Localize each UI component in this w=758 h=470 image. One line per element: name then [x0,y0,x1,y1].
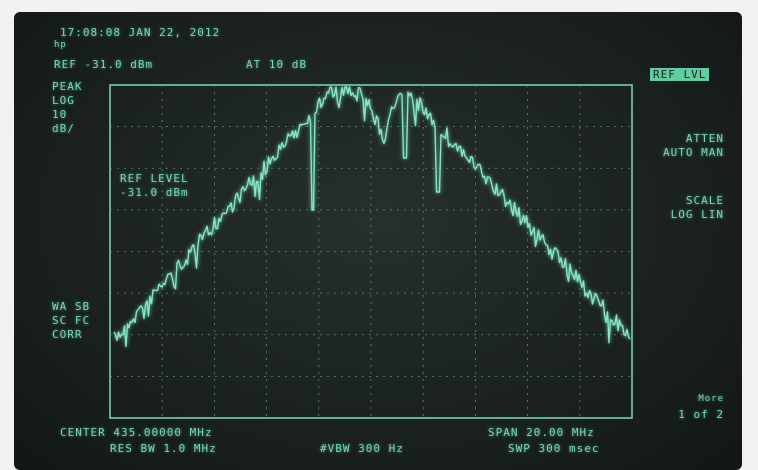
softkey[interactable]: 1 of 2 [678,408,724,421]
flag: CORR [52,328,83,341]
scale-type: LOG [52,94,75,107]
sweep: SWP 300 msec [508,442,600,455]
softkey-title: SCALE [685,194,724,207]
marker-label: REF LEVEL [120,172,189,185]
ref-readout: REF -31.0 dBm [54,58,154,71]
center-freq: CENTER 435.00000 MHz [60,426,213,439]
detector: PEAK [52,80,83,93]
softkey[interactable]: LOG LIN [670,208,724,221]
logo: hp [54,40,67,50]
timestamp: 17:08:08 JAN 22, 2012 [60,26,221,39]
graticule [109,84,633,419]
span: SPAN 20.00 MHz [488,426,595,439]
per-div: 10 [52,108,68,121]
analyzer-screen: 17:08:08 JAN 22, 2012 hp REF -31.0 dBm A… [14,12,742,470]
atten-readout: AT 10 dB [246,58,307,71]
softkey-active[interactable]: REF LVL [650,68,710,81]
flag: SC FC [52,314,91,327]
rbw: RES BW 1.0 MHz [110,442,217,455]
softkey-title: More [698,394,724,404]
vbw: #VBW 300 Hz [320,442,404,455]
marker-value: -31.0 dBm [120,186,189,199]
spectrum-trace [113,86,631,348]
softkey[interactable]: AUTO MAN [663,146,724,159]
softkey-title: ATTEN [685,132,724,145]
unit: dB/ [52,122,75,135]
flag: WA SB [52,300,91,313]
